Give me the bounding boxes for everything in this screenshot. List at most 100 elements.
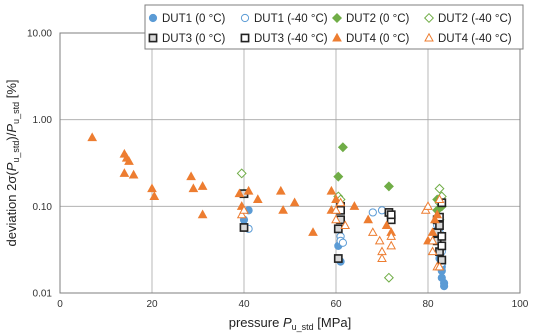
legend-marker — [148, 33, 158, 43]
point-dut4-40-c — [434, 194, 445, 203]
point-dut4-40-c — [386, 231, 397, 240]
x-tick-label: 20 — [146, 299, 158, 310]
point-dut3-0-c — [333, 254, 343, 263]
point-dut2-40-c — [434, 183, 445, 194]
legend-label: DUT3 (0 °C) — [162, 33, 226, 45]
point-dut3-40-c — [386, 210, 396, 220]
point-dut1-0-c — [440, 282, 449, 291]
legend-marker — [332, 32, 342, 42]
point-dut4-0-c — [243, 185, 254, 195]
legend-label: DUT4 (-40 °C) — [438, 33, 512, 45]
legend: DUT1 (0 °C) DUT1 (-40 °C) DUT2 (0 °C) DUT2 … — [144, 4, 524, 50]
point-dut4-0-c — [119, 168, 130, 177]
point-dut4-0-c — [363, 214, 374, 224]
legend-label: DUT2 (-40 °C) — [438, 13, 512, 25]
y-title-suffix: [%] — [4, 80, 19, 102]
x-axis-title: pressure Pu_std [MPa] — [229, 315, 351, 332]
point-dut4-40-c — [331, 205, 341, 214]
y-title-sub: u_std — [11, 141, 21, 163]
point-dut3-40-c — [437, 241, 447, 251]
point-dut2-0-c — [337, 142, 348, 153]
legend-label: DUT1 (0 °C) — [162, 13, 226, 25]
point-dut3-40-c — [437, 231, 447, 241]
point-dut4-0-c — [186, 171, 196, 181]
point-dut3-0-c — [437, 255, 447, 265]
point-dut4-40-c — [331, 214, 341, 224]
point-dut4-0-c — [432, 209, 443, 219]
point-dut4-0-c — [326, 185, 337, 195]
point-dut4-0-c — [308, 227, 318, 236]
x-tick-label: 40 — [238, 299, 250, 310]
point-dut2-0-c — [333, 171, 344, 182]
legend-label: DUT1 (-40 °C) — [254, 13, 328, 25]
legend-label: DUT4 (0 °C) — [346, 33, 410, 45]
y-axis-ticks: 0.01 0.10 1.00 10.00 — [27, 29, 52, 300]
point-dut3-0-c — [435, 221, 444, 230]
y-tick-label: 10.00 — [27, 29, 52, 40]
legend-label: DUT2 (0 °C) — [346, 13, 410, 25]
y-title-symbol2: P — [4, 124, 19, 133]
legend-marker — [423, 12, 435, 24]
point-dut4-0-c — [234, 188, 245, 198]
point-dut4-0-c — [427, 227, 438, 236]
point-dut4-0-c — [331, 194, 341, 203]
y-title-sub2: u_std — [11, 102, 21, 124]
x-tick-label: 80 — [422, 299, 434, 310]
x-tick-label: 100 — [512, 299, 529, 310]
point-dut4-40-c — [434, 261, 445, 271]
point-dut4-0-c — [289, 197, 300, 207]
point-dut4-0-c — [147, 183, 157, 193]
point-dut4-40-c — [340, 220, 351, 230]
x-title-prefix: pressure — [229, 315, 283, 330]
y-tick-label: 1.00 — [33, 115, 53, 126]
legend-marker — [240, 33, 250, 43]
point-dut4-0-c — [149, 191, 160, 200]
y-title-mid: )/ — [4, 132, 19, 140]
point-dut3-0-c — [239, 223, 249, 232]
legend-label: DUT3 (-40 °C) — [254, 33, 328, 45]
point-dut4-40-c — [335, 197, 346, 207]
point-dut2-40-c — [236, 168, 247, 179]
legend-marker — [331, 12, 343, 24]
point-dut4-40-c — [386, 240, 397, 250]
point-dut4-0-c — [197, 181, 208, 190]
point-dut4-0-c — [197, 209, 208, 219]
point-dut4-40-c — [427, 246, 438, 256]
point-dut2-0-c — [383, 181, 394, 192]
legend-marker — [424, 32, 434, 42]
x-title-symbol: P — [283, 315, 292, 330]
y-title-symbol: P — [4, 162, 19, 171]
legend-marker — [240, 13, 250, 23]
x-title-sub: u_std — [292, 322, 314, 332]
x-tick-label: 60 — [330, 299, 342, 310]
y-tick-label: 0.01 — [33, 289, 53, 300]
point-dut1-40-c — [338, 238, 347, 247]
point-dut4-40-c — [423, 201, 433, 210]
x-axis-ticks: 0 20 40 60 80 100 — [57, 299, 529, 310]
legend-marker — [148, 13, 158, 23]
point-dut4-40-c — [377, 253, 387, 263]
legend-items: DUT1 (0 °C) DUT1 (-40 °C) DUT2 (0 °C) DUT2 … — [148, 12, 512, 45]
point-dut4-40-c — [427, 235, 438, 245]
data-points — [87, 132, 449, 291]
y-tick-label: 0.10 — [33, 202, 53, 213]
point-dut4-0-c — [87, 132, 98, 142]
x-tick-label: 0 — [57, 299, 63, 310]
point-dut4-40-c — [374, 235, 385, 245]
point-dut4-40-c — [239, 205, 249, 214]
point-dut4-0-c — [252, 194, 263, 203]
point-dut4-0-c — [278, 205, 288, 214]
point-dut4-0-c — [349, 201, 360, 210]
point-dut4-0-c — [128, 169, 139, 179]
legend-box — [144, 4, 524, 50]
point-dut4-40-c — [367, 227, 378, 236]
point-dut4-0-c — [430, 214, 440, 224]
x-title-suffix: [MPa] — [314, 315, 352, 330]
point-dut2-40-c — [383, 272, 394, 283]
point-dut1-40-c — [368, 208, 377, 217]
point-dut4-0-c — [381, 220, 392, 230]
point-dut4-0-c — [275, 185, 286, 195]
y-axis-title: deviation 2σ(Pu_std)/Pu_std [%] — [4, 80, 21, 247]
point-dut4-40-c — [236, 209, 247, 219]
